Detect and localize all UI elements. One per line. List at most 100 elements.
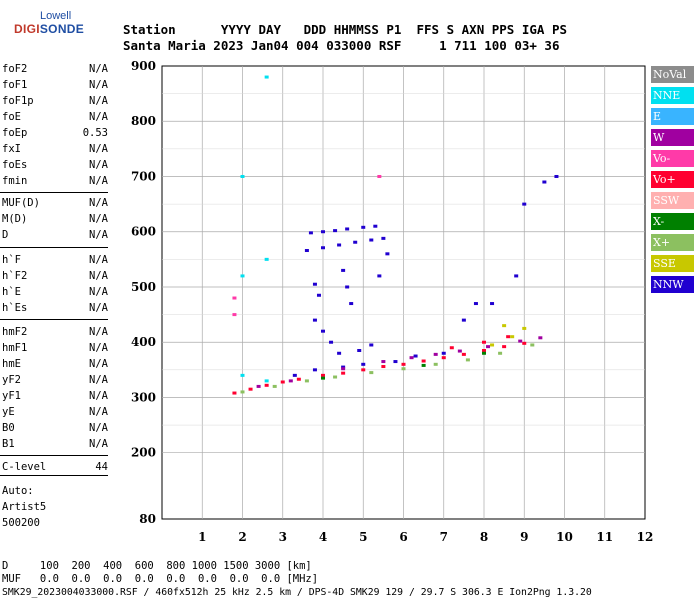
- x-tick-label: 7: [440, 530, 448, 544]
- param-row-foe: foE N/A: [2, 110, 108, 124]
- data-point-x-: [498, 351, 503, 355]
- data-point-nnw: [337, 351, 342, 355]
- data-point-nne: [264, 257, 269, 261]
- param-value: N/A: [89, 358, 108, 370]
- y-tick-label: 400: [131, 335, 156, 349]
- param-value: N/A: [89, 95, 108, 107]
- param-name: B0: [2, 422, 15, 434]
- logo-main-b: SONDE: [39, 22, 85, 36]
- legend-item-noval: NoVal: [651, 66, 694, 83]
- data-point-nnw: [369, 343, 374, 347]
- data-point-nnw: [349, 302, 354, 306]
- data-point-nnw: [413, 354, 418, 358]
- data-point-sse: [510, 335, 515, 339]
- data-point-w: [409, 356, 414, 360]
- param-value: N/A: [89, 326, 108, 338]
- x-tick-label: 1: [198, 530, 206, 544]
- data-point-nnw: [312, 318, 317, 322]
- data-point-sse: [502, 324, 507, 328]
- data-point-nnw: [361, 362, 366, 366]
- data-point-vo-: [522, 341, 527, 345]
- data-point-nnw: [312, 282, 317, 286]
- data-point-vo-: [502, 345, 507, 349]
- data-point-nnw: [321, 230, 325, 234]
- auto-info-line: 500200: [2, 517, 40, 529]
- footer-distance-row: D 100 200 400 600 800 1000 1500 3000 [km…: [2, 560, 312, 572]
- param-name: h`F2: [2, 270, 28, 282]
- param-row-fof2: foF2 N/A: [2, 62, 108, 76]
- data-point-x-: [482, 351, 486, 355]
- param-name: hmF1: [2, 342, 28, 354]
- param-row-b0: B0 N/A: [2, 421, 108, 435]
- data-point-nne: [264, 75, 269, 79]
- data-point-nnw: [554, 174, 559, 178]
- data-point-w: [433, 352, 438, 356]
- y-tick-label: 500: [131, 280, 156, 294]
- y-tick-label: 700: [131, 169, 156, 183]
- data-point-nnw: [329, 340, 334, 344]
- param-value: N/A: [89, 438, 108, 450]
- data-point-nnw: [345, 285, 350, 289]
- data-point-nnw: [373, 224, 378, 228]
- data-point-vo-: [441, 356, 446, 360]
- param-row-hmf1: hmF1 N/A: [2, 341, 108, 355]
- data-point-w: [341, 367, 346, 371]
- param-name: yF1: [2, 390, 21, 402]
- param-row-hme: hmE N/A: [2, 357, 108, 371]
- param-row-foes: foEs N/A: [2, 158, 108, 172]
- data-point-nnw: [321, 246, 325, 250]
- data-point-x-: [321, 376, 325, 380]
- x-tick-label: 4: [319, 530, 327, 544]
- data-point-x-: [304, 379, 309, 383]
- param-row-foep: foEp 0.53: [2, 126, 108, 140]
- param-row-b1: B1 N/A: [2, 437, 108, 451]
- footer-muf-row: MUF 0.0 0.0 0.0 0.0 0.0 0.0 0.0 0.0 [MHz…: [2, 573, 319, 585]
- data-point-nnw: [345, 227, 350, 231]
- param-name: foE: [2, 111, 21, 123]
- param-name: h`E: [2, 286, 21, 298]
- param-name: fxI: [2, 143, 21, 155]
- data-point-vo-: [461, 352, 466, 356]
- legend-item-e: E: [651, 108, 694, 125]
- data-point-nnw: [377, 274, 382, 278]
- panel-divider: [0, 455, 108, 456]
- param-value: N/A: [89, 390, 108, 402]
- param-name: MUF(D): [2, 197, 40, 209]
- param-value: N/A: [89, 286, 108, 298]
- data-point-nnw: [473, 302, 478, 306]
- param-value: N/A: [89, 213, 108, 225]
- data-point-nnw: [369, 238, 374, 242]
- data-point-x-: [240, 390, 245, 394]
- data-point-x-: [333, 375, 338, 379]
- header-labels: Station YYYY DAY DDD HHMMSS P1 FFS S AXN…: [123, 22, 568, 37]
- param-row-fxi: fxI N/A: [2, 142, 108, 156]
- x-tick-label: 5: [359, 530, 367, 544]
- data-point-nnw: [357, 349, 362, 353]
- data-point-x-: [401, 367, 406, 371]
- data-point-vo-: [264, 383, 269, 387]
- param-name: fmin: [2, 175, 28, 187]
- data-point-nnw: [353, 240, 358, 244]
- param-row-mufd: MUF(D) N/A: [2, 196, 108, 210]
- data-point-vo-: [377, 174, 382, 178]
- auto-info-line: Artist5: [2, 501, 47, 513]
- data-point-x-: [421, 363, 426, 367]
- data-point-vo-: [482, 349, 486, 353]
- param-name: hmF2: [2, 326, 28, 338]
- data-point-sse: [522, 326, 527, 330]
- logo-digisonde: DIGISONDE: [14, 22, 84, 36]
- data-point-nne: [264, 379, 269, 383]
- data-point-nnw: [341, 268, 346, 272]
- data-point-vo-: [449, 346, 454, 350]
- data-point-nnw: [341, 365, 346, 369]
- param-row-yf1: yF1 N/A: [2, 389, 108, 403]
- legend-item-nne: NNE: [651, 87, 694, 104]
- data-point-nnw: [337, 243, 342, 247]
- param-row-ye: yE N/A: [2, 405, 108, 419]
- data-point-vo-: [248, 387, 253, 391]
- panel-divider: [0, 475, 108, 476]
- y-tick-label: 300: [131, 390, 156, 404]
- y-tick-label: 200: [131, 446, 156, 460]
- data-point-w: [288, 379, 293, 383]
- y-tick-label: 800: [131, 114, 156, 128]
